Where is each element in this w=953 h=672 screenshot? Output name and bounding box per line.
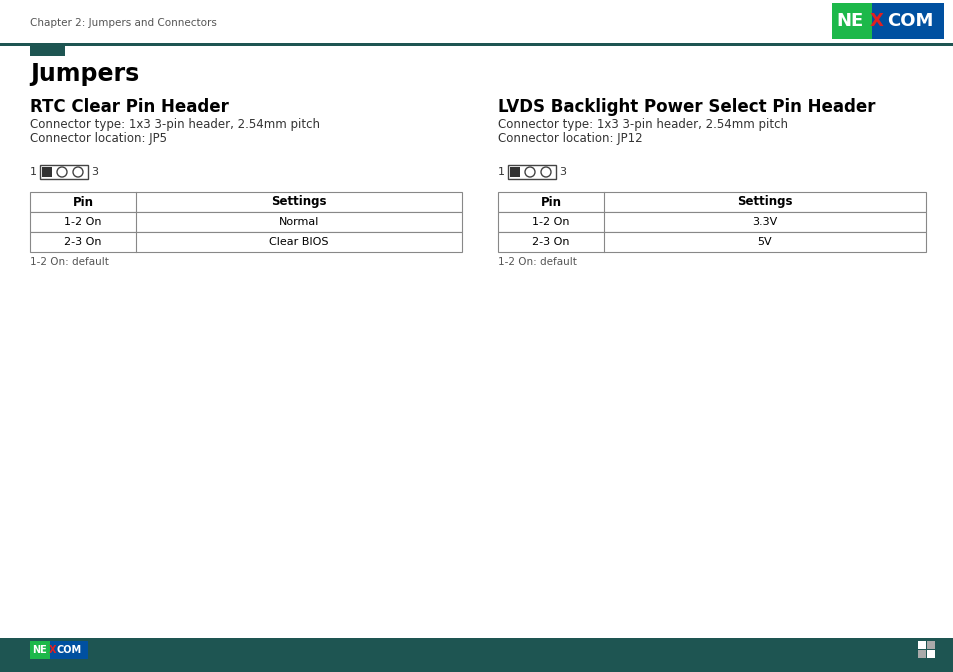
Text: NE: NE [32, 645, 47, 655]
Text: Pin: Pin [540, 196, 561, 208]
Text: Settings: Settings [737, 196, 792, 208]
Text: 3.3V: 3.3V [752, 217, 777, 227]
Text: 1-2 On: default: 1-2 On: default [497, 257, 577, 267]
Bar [926, 641, 934, 649]
Text: 1: 1 [30, 167, 37, 177]
Circle shape [73, 167, 83, 177]
Bar [50, 641, 88, 659]
Circle shape [524, 167, 535, 177]
Text: Connector location: JP5: Connector location: JP5 [30, 132, 167, 145]
Text: COM: COM [886, 12, 932, 30]
Text: X: X [49, 645, 56, 655]
Text: X: X [869, 12, 882, 30]
Bar [917, 641, 925, 649]
Text: LVDS Backlight Power Select Pin Header: LVDS Backlight Power Select Pin Header [497, 98, 875, 116]
Bar [831, 3, 871, 39]
Text: NISE 90 User Manual: NISE 90 User Manual [829, 655, 923, 665]
Text: 1-2 On: default: 1-2 On: default [30, 257, 109, 267]
Text: 1: 1 [497, 167, 504, 177]
Circle shape [540, 167, 551, 177]
Bar [30, 192, 461, 212]
Text: Connector location: JP12: Connector location: JP12 [497, 132, 642, 145]
Bar [30, 232, 461, 252]
Bar [40, 165, 88, 179]
Text: Clear BIOS: Clear BIOS [269, 237, 329, 247]
Text: COM: COM [57, 645, 82, 655]
Text: 3: 3 [91, 167, 98, 177]
Bar [497, 192, 925, 212]
Text: 1-2 On: 1-2 On [532, 217, 569, 227]
Text: Connector type: 1x3 3-pin header, 2.54mm pitch: Connector type: 1x3 3-pin header, 2.54mm… [497, 118, 787, 131]
Bar [30, 43, 65, 56]
Bar [510, 167, 519, 177]
Text: 5V: 5V [757, 237, 772, 247]
Bar [871, 3, 943, 39]
Text: Chapter 2: Jumpers and Connectors: Chapter 2: Jumpers and Connectors [30, 18, 216, 28]
Bar [0, 638, 953, 672]
Bar [926, 650, 934, 658]
Text: 3: 3 [558, 167, 565, 177]
Text: Pin: Pin [72, 196, 93, 208]
Bar [30, 641, 50, 659]
Text: Settings: Settings [271, 196, 327, 208]
Bar [497, 212, 925, 232]
Text: Normal: Normal [278, 217, 319, 227]
Bar [42, 167, 52, 177]
Text: NE: NE [835, 12, 862, 30]
Text: 1-2 On: 1-2 On [64, 217, 102, 227]
Text: 2-3 On: 2-3 On [64, 237, 102, 247]
Bar [0, 43, 953, 46]
Text: 2-3 On: 2-3 On [532, 237, 569, 247]
Text: Copyright © 2013 NEXCOM International Co., Ltd. All Rights Reserved.: Copyright © 2013 NEXCOM International Co… [30, 655, 349, 665]
Text: 9: 9 [473, 655, 480, 665]
Circle shape [57, 167, 67, 177]
Text: Jumpers: Jumpers [30, 62, 139, 86]
Text: RTC Clear Pin Header: RTC Clear Pin Header [30, 98, 229, 116]
Bar [917, 650, 925, 658]
Bar [507, 165, 556, 179]
Bar [30, 212, 461, 232]
Bar [497, 232, 925, 252]
Text: Connector type: 1x3 3-pin header, 2.54mm pitch: Connector type: 1x3 3-pin header, 2.54mm… [30, 118, 319, 131]
